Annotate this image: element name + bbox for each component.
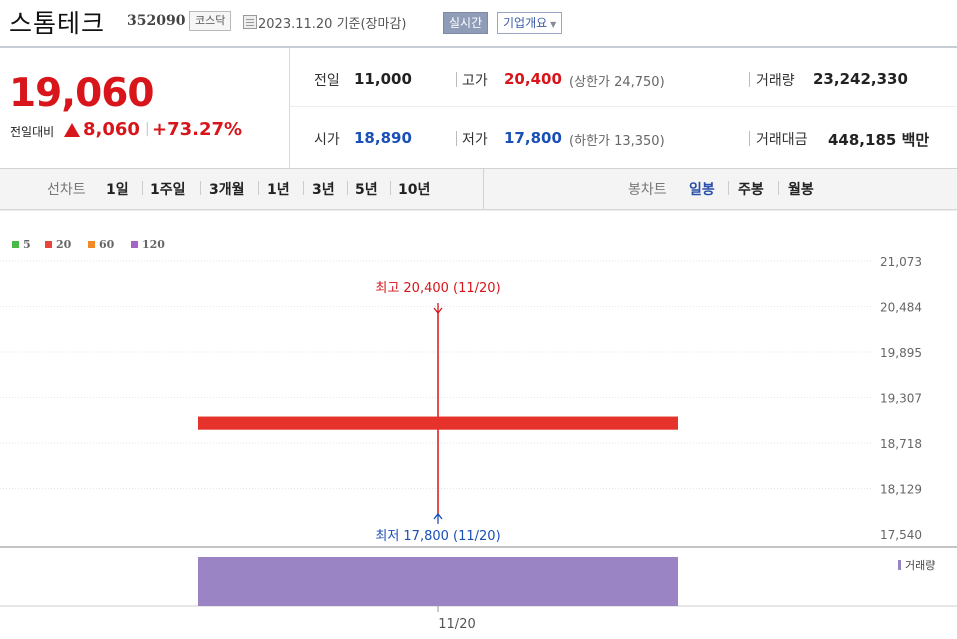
stock-name: 스톰테크 — [9, 9, 106, 38]
separator — [728, 181, 729, 195]
high-arrow-icon — [433, 303, 443, 315]
separator — [456, 131, 457, 146]
low-value: 17,800 — [504, 129, 562, 147]
y-tick-label: 20,484 — [880, 301, 922, 315]
prev-close-label: 전일 — [314, 73, 340, 89]
tab-daily[interactable]: 일봉 — [689, 182, 715, 198]
tab-1day[interactable]: 1일 — [106, 182, 129, 198]
separator — [778, 181, 779, 195]
separator: | — [145, 121, 150, 137]
current-price: 19,060 — [9, 71, 154, 116]
change-value: 8,060 — [83, 119, 140, 140]
trade-amount-label: 거래대금 — [756, 132, 808, 148]
tab-3year[interactable]: 3년 — [312, 182, 335, 198]
legend-ma5-swatch — [12, 241, 19, 248]
line-chart-label: 선차트 — [47, 182, 86, 198]
volume-legend-swatch — [898, 560, 901, 570]
tab-1week[interactable]: 1주일 — [150, 182, 186, 198]
volume-label: 거래량 — [905, 559, 935, 572]
divider — [289, 48, 290, 168]
tab-5year[interactable]: 5년 — [355, 182, 378, 198]
legend-ma120-swatch — [131, 241, 138, 248]
open-value: 18,890 — [354, 129, 412, 147]
chart-period-tabs — [0, 168, 957, 210]
prev-close-value: 11,000 — [354, 70, 412, 88]
market-badge: 코스닥 — [189, 11, 232, 31]
reference-date: 2023.11.20 기준(장마감) — [258, 17, 407, 32]
tab-weekly[interactable]: 주봉 — [738, 182, 764, 198]
realtime-button[interactable]: 실시간 — [443, 12, 489, 34]
y-tick-label: 21,073 — [880, 255, 922, 269]
volume-label: 거래량 — [756, 73, 795, 89]
x-tick-label: 11/20 — [438, 617, 475, 632]
upper-limit: (상한가 24,750) — [569, 75, 665, 90]
y-tick-label: 19,895 — [880, 346, 922, 360]
tab-3month[interactable]: 3개월 — [209, 182, 245, 198]
volume-bar — [198, 557, 678, 606]
separator — [390, 181, 391, 195]
separator — [347, 181, 348, 195]
lower-limit: (하한가 13,350) — [569, 134, 665, 149]
up-arrow-icon — [64, 123, 80, 137]
candle-chart-label: 봉차트 — [628, 182, 667, 198]
y-tick-label: 19,307 — [880, 391, 922, 405]
separator — [749, 131, 750, 146]
separator — [456, 72, 457, 87]
low-label: 저가 — [462, 132, 488, 148]
tab-10year[interactable]: 10년 — [398, 182, 431, 198]
separator — [258, 181, 259, 195]
high-annotation: 최고 20,400 (11/20) — [375, 281, 500, 296]
separator — [303, 181, 304, 195]
separator — [200, 181, 201, 195]
y-tick-label: 18,718 — [880, 437, 922, 451]
volume-value: 23,242,330 — [813, 70, 908, 88]
legend-ma60-swatch — [88, 241, 95, 248]
divider — [483, 168, 484, 209]
low-annotation: 최저 17,800 (11/20) — [375, 529, 500, 544]
legend-ma20: 20 — [56, 238, 72, 251]
high-value: 20,400 — [504, 70, 562, 88]
low-arrow-icon — [433, 512, 443, 524]
y-tick-label: 17,540 — [880, 528, 922, 542]
separator — [142, 181, 143, 195]
chevron-down-icon: ▼ — [550, 20, 557, 29]
high-label: 고가 — [462, 73, 488, 89]
change-label: 전일대비 — [10, 125, 55, 139]
legend-ma20-swatch — [45, 241, 52, 248]
candle-body — [198, 416, 678, 430]
tab-monthly[interactable]: 월봉 — [788, 182, 814, 198]
company-info-label: 기업개요 — [503, 16, 548, 30]
tab-1year[interactable]: 1년 — [267, 182, 290, 198]
trade-amount-unit: 백만 — [901, 131, 930, 149]
trade-amount-number: 448,185 — [828, 131, 897, 149]
legend-ma60: 60 — [99, 238, 115, 251]
stock-code: 352090 — [127, 13, 186, 29]
stock-header — [0, 0, 957, 48]
y-tick-label: 18,129 — [880, 482, 922, 496]
legend-ma120: 120 — [142, 238, 165, 251]
separator — [749, 72, 750, 87]
divider — [290, 106, 957, 107]
calendar-icon — [243, 15, 257, 29]
trade-amount-value: 448,185 백만 — [828, 129, 929, 150]
legend-ma5: 5 — [23, 238, 31, 251]
company-info-button[interactable]: 기업개요 ▼ — [497, 12, 563, 34]
open-label: 시가 — [314, 132, 340, 148]
change-percent: +73.27% — [152, 119, 243, 140]
